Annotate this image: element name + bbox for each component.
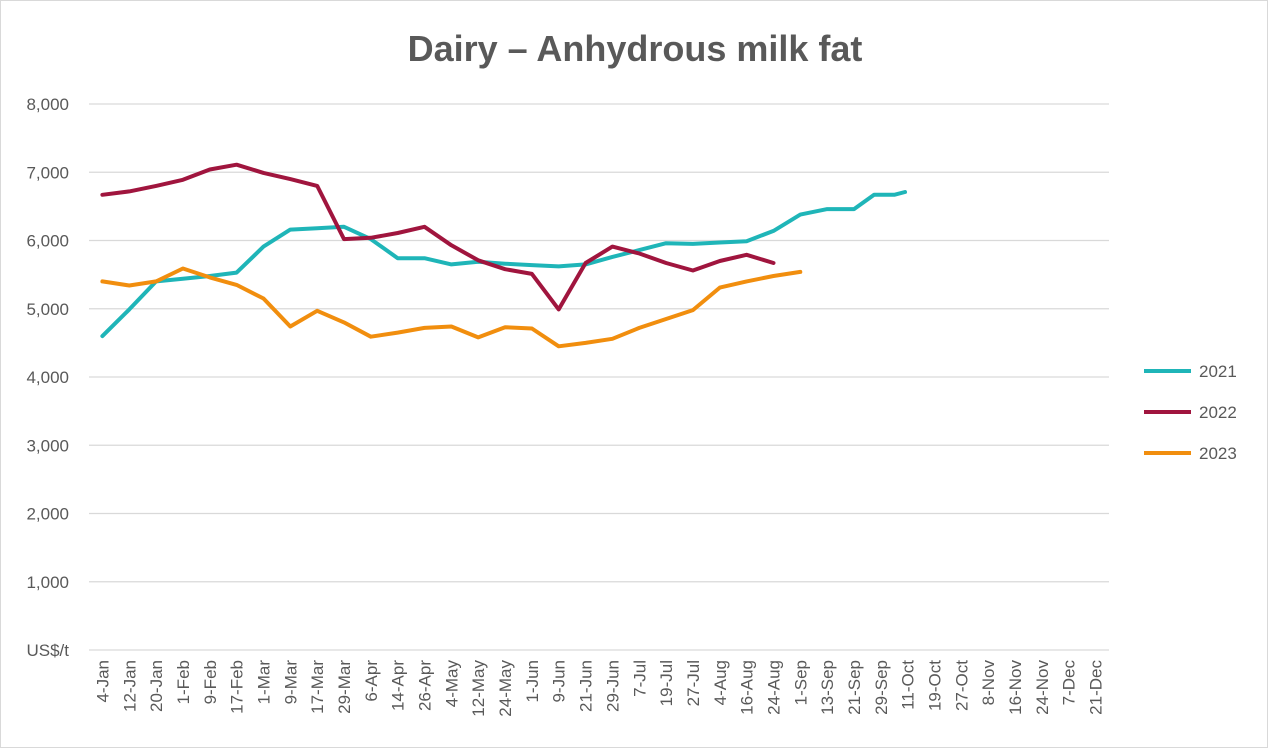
legend-label-2022: 2022 [1199, 403, 1237, 422]
x-tick-label: 21-Dec [1087, 660, 1106, 715]
legend-label-2023: 2023 [1199, 444, 1237, 463]
chart-title: Dairy – Anhydrous milk fat [408, 28, 863, 69]
series-line-2023 [100, 266, 803, 349]
series-line-2021 [100, 190, 907, 339]
x-tick-label: 27-Oct [952, 660, 971, 711]
x-tick-label: 1-Jun [523, 660, 542, 703]
y-axis-unit-label: US$/t [26, 641, 69, 660]
x-tick-label: 29-Jun [603, 660, 622, 712]
x-axis-ticks: 4-Jan 12-Jan 20-Jan 1-Feb 9-Feb 17-Feb 1-Mar 9-… [93, 660, 1105, 717]
x-tick-label: 20-Jan [147, 660, 166, 712]
y-tick-label: 7,000 [26, 163, 69, 182]
x-tick-label: 13-Sep [818, 660, 837, 715]
x-tick-label: 24-May [496, 660, 515, 717]
x-tick-label: 1-Sep [791, 660, 810, 705]
x-tick-label: 12-Jan [120, 660, 139, 712]
x-tick-label: 24-Nov [1033, 660, 1052, 715]
x-tick-label: 1-Mar [254, 660, 273, 705]
x-tick-label: 7-Jul [630, 660, 649, 697]
gridlines [89, 103, 1109, 651]
x-tick-label: 9-Mar [281, 660, 300, 705]
x-tick-label: 26-Apr [416, 660, 435, 711]
x-tick-label: 9-Jun [550, 660, 569, 703]
legend: 2021 2022 2023 [1144, 362, 1237, 463]
legend-label-2021: 2021 [1199, 362, 1237, 381]
x-tick-label: 17-Feb [228, 660, 247, 714]
x-tick-label: 1-Feb [174, 660, 193, 704]
y-axis-ticks: 1,000 2,000 3,000 4,000 5,000 6,000 7,000 8,000 [26, 95, 69, 592]
x-tick-label: 21-Jun [577, 660, 596, 712]
x-tick-label: 21-Sep [845, 660, 864, 715]
y-tick-label: 4,000 [26, 368, 69, 387]
x-tick-label: 8-Nov [979, 660, 998, 706]
y-tick-label: 2,000 [26, 505, 69, 524]
series-line-2022 [100, 162, 776, 312]
y-tick-label: 6,000 [26, 232, 69, 251]
x-tick-label: 4-Jan [93, 660, 112, 703]
x-tick-label: 27-Jul [684, 660, 703, 706]
x-tick-label: 14-Apr [389, 660, 408, 711]
x-tick-label: 12-May [469, 660, 488, 717]
x-tick-label: 29-Mar [335, 660, 354, 714]
x-tick-label: 9-Feb [201, 660, 220, 704]
x-tick-label: 11-Oct [899, 660, 918, 710]
x-tick-label: 19-Oct [926, 660, 945, 711]
y-tick-label: 1,000 [26, 573, 69, 592]
x-tick-label: 19-Jul [657, 660, 676, 706]
x-tick-label: 24-Aug [764, 660, 783, 715]
y-tick-label: 3,000 [26, 436, 69, 455]
x-tick-label: 7-Dec [1060, 660, 1079, 706]
x-tick-label: 6-Apr [362, 660, 381, 702]
y-tick-label: 5,000 [26, 300, 69, 319]
x-tick-label: 4-May [442, 660, 461, 708]
y-tick-label: 8,000 [26, 95, 69, 114]
x-tick-label: 17-Mar [308, 660, 327, 714]
x-tick-label: 16-Aug [738, 660, 757, 715]
x-tick-label: 29-Sep [872, 660, 891, 715]
x-tick-label: 16-Nov [1006, 660, 1025, 715]
x-tick-label: 4-Aug [711, 660, 730, 705]
series-lines [100, 162, 907, 349]
